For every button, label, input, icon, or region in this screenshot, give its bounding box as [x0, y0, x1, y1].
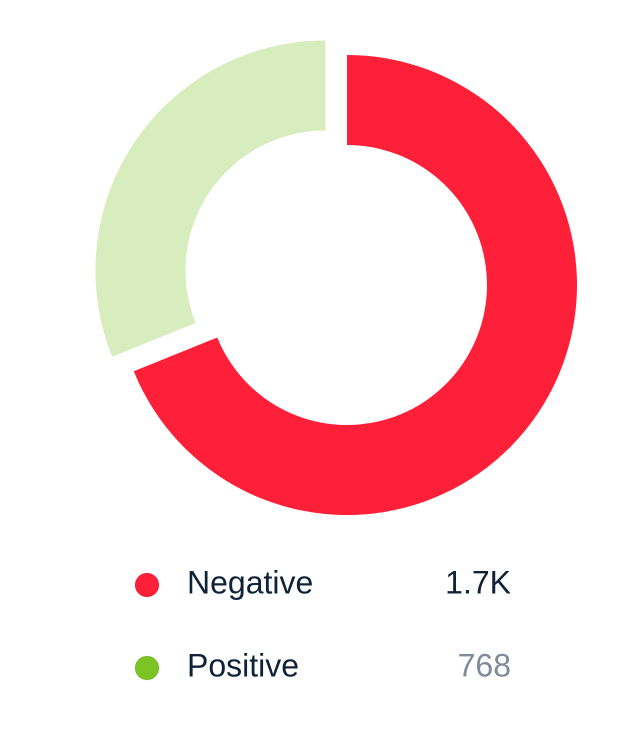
legend-value: 768	[458, 647, 511, 683]
legend-value: 1.7K	[445, 564, 511, 600]
legend-marker	[134, 572, 160, 598]
donut-slice	[95, 40, 326, 357]
legend-label: Negative	[187, 564, 313, 600]
legend-marker	[134, 655, 160, 681]
donut-slice	[133, 55, 577, 515]
legend-label: Positive	[187, 647, 299, 683]
